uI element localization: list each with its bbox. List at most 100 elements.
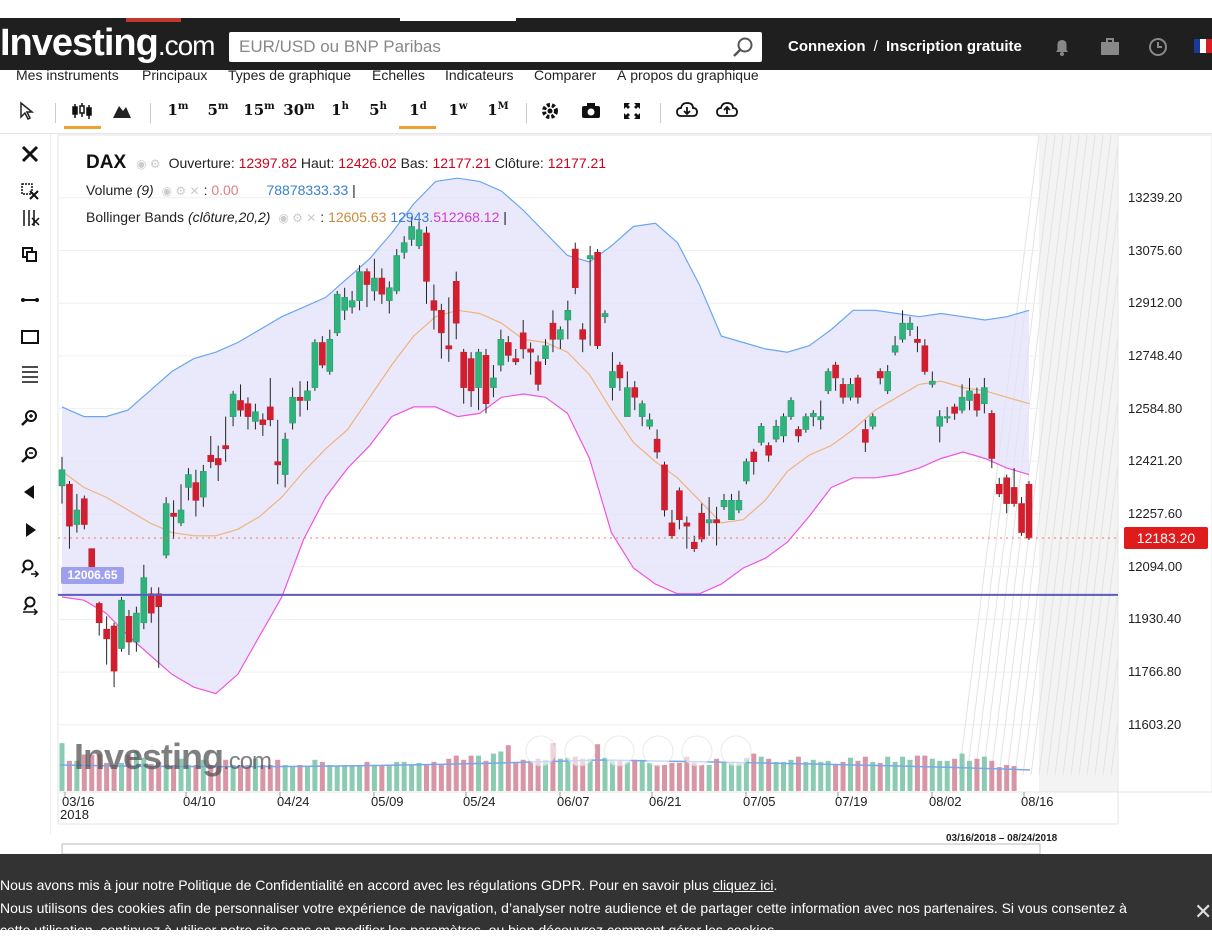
toolbar-separator (660, 103, 661, 123)
candle-body (914, 338, 921, 343)
layers-icon[interactable] (20, 245, 40, 265)
candle (1018, 497, 1025, 536)
candle-body (586, 255, 594, 260)
zoom-forward-icon[interactable] (20, 558, 40, 578)
candle (995, 477, 1003, 498)
volume-legend: Volume (9) ◉ ⚙ ✕: 0.00 78878333.33 | (86, 182, 356, 198)
candle (854, 374, 862, 404)
volume-bar (691, 762, 697, 791)
cloud-upload-icon[interactable] (716, 101, 738, 125)
bell-icon[interactable] (1052, 37, 1072, 57)
candle (579, 323, 586, 353)
volume-bar (446, 758, 452, 791)
candle-body (378, 277, 386, 295)
cloud-download-icon[interactable] (676, 101, 698, 125)
fibonacci-icon[interactable] (20, 364, 40, 384)
candle (304, 381, 311, 411)
search-icon[interactable] (732, 36, 754, 58)
volume-settings-icon[interactable]: ◉ ⚙ ✕ (161, 184, 200, 198)
volume-bar (74, 760, 80, 791)
scroll-left-icon[interactable] (20, 482, 40, 502)
cookie-close-icon[interactable]: ✕ (1194, 899, 1212, 924)
zoom-out-icon[interactable] (20, 445, 40, 465)
interval-5m[interactable]: 5m (207, 101, 229, 119)
candle (363, 268, 371, 308)
indicators-icon[interactable] (20, 208, 40, 228)
cookie-line-3: cette utilisation, continuez à utiliser … (0, 922, 779, 938)
settings-gear-icon[interactable] (540, 101, 560, 125)
volume-bar (870, 761, 876, 791)
visibility-icon[interactable]: ◉ ⚙ (136, 157, 161, 171)
candle (899, 310, 906, 343)
volume-bar (66, 760, 72, 791)
camera-icon[interactable] (580, 101, 602, 125)
candle-body (319, 342, 326, 366)
zoom-reset-icon[interactable] (20, 595, 40, 615)
login-link[interactable]: Connexion (788, 38, 866, 55)
menu-item-2[interactable]: Types de graphique (228, 67, 351, 83)
interval-15m[interactable]: 15m (243, 101, 275, 119)
volume-bar (609, 759, 615, 791)
cookie-more-link[interactable]: cliquez ici (712, 877, 774, 893)
menu-item-0[interactable]: Mes instruments (16, 67, 119, 83)
search-input[interactable] (229, 32, 729, 62)
horizontal-line-label[interactable]: 12006.65 (61, 566, 124, 584)
volume-bar (453, 755, 459, 791)
volume-label: Volume (86, 182, 133, 198)
interval-1h[interactable]: 1h (331, 101, 349, 119)
interval-1d[interactable]: 1d (409, 101, 427, 119)
menu-item-5[interactable]: Comparer (534, 67, 597, 83)
close-icon[interactable] (20, 144, 40, 164)
bollinger-settings-icon[interactable]: ◉ ⚙ ✕ (278, 211, 317, 225)
candle-body (534, 361, 542, 385)
french-flag-icon[interactable] (1194, 39, 1212, 53)
candle (839, 377, 847, 404)
fullscreen-icon[interactable] (622, 101, 642, 125)
volume-bar (877, 762, 883, 791)
trend-line-icon[interactable] (20, 290, 40, 310)
menu-item-3[interactable]: Échelles (372, 67, 425, 83)
candle-body (110, 625, 118, 672)
hatch-line (1046, 134, 1128, 776)
interval-30m[interactable]: 30m (283, 101, 315, 119)
candle-body (571, 248, 579, 289)
candle-body (1025, 483, 1033, 539)
candle (534, 355, 542, 391)
active-chart-type-indicator (64, 126, 101, 129)
candle (1010, 468, 1018, 507)
search-box[interactable] (229, 32, 762, 62)
interval-1M[interactable]: 1M (487, 101, 509, 119)
zoom-in-icon[interactable] (20, 408, 40, 428)
volume-value-1: 0.00 (211, 182, 239, 198)
candle-body (475, 351, 482, 388)
rectangle-icon[interactable] (20, 327, 40, 347)
site-logo[interactable]: Investing.com (0, 22, 215, 64)
interval-5h[interactable]: 5h (369, 101, 387, 119)
volume-bar (431, 761, 437, 791)
candlestick-chart-icon[interactable] (70, 101, 94, 125)
signup-link[interactable]: Inscription gratuite (886, 38, 1022, 55)
candle-body (735, 500, 743, 511)
candle-body (527, 348, 534, 353)
volume-bar (520, 759, 526, 791)
candle (542, 339, 549, 366)
menu-item-1[interactable]: Principaux (142, 67, 208, 83)
candle (296, 381, 304, 417)
cursor-tool-icon[interactable] (18, 101, 35, 125)
candle (408, 216, 415, 246)
candle (683, 516, 691, 549)
crosshair-remove-icon[interactable] (20, 181, 40, 201)
menu-item-6[interactable]: À propos du graphique (617, 67, 759, 83)
interval-1m[interactable]: 1m (167, 101, 189, 119)
cloture-label: Clôture: (494, 155, 544, 171)
interval-1w[interactable]: 1w (448, 101, 468, 119)
briefcase-icon[interactable] (1099, 37, 1121, 57)
scroll-right-icon[interactable] (20, 520, 40, 540)
x-tick-label: 04/10 (183, 794, 216, 809)
candle (891, 336, 899, 356)
area-chart-icon[interactable] (111, 101, 133, 125)
clock-icon[interactable] (1148, 37, 1168, 57)
menu-item-4[interactable]: Indicateurs (445, 67, 514, 83)
candle-body (259, 419, 267, 425)
